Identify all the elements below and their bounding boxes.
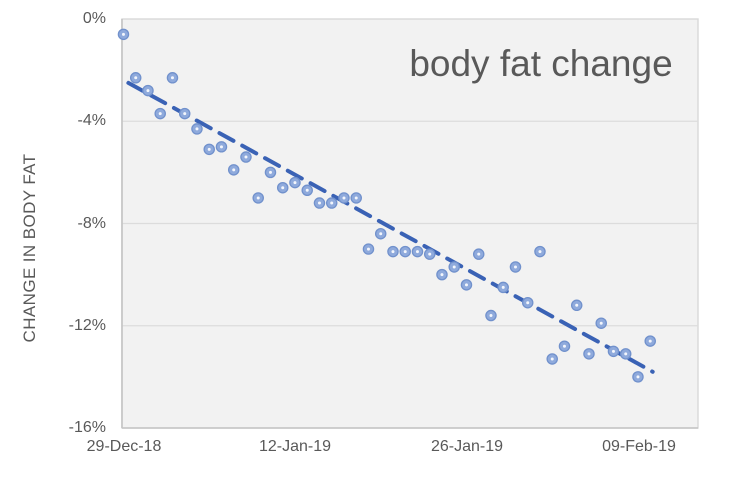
data-point-center-dot bbox=[244, 155, 248, 159]
data-point-center-dot bbox=[293, 181, 297, 185]
y-tick-label-neg8pct: -8% bbox=[77, 215, 106, 232]
data-point-center-dot bbox=[281, 186, 285, 190]
data-point-center-dot bbox=[624, 352, 628, 356]
data-point-center-dot bbox=[134, 76, 138, 80]
data-point-center-dot bbox=[464, 283, 468, 287]
y-tick-label-0pct: 0% bbox=[82, 10, 106, 27]
data-point-center-dot bbox=[562, 344, 566, 348]
data-point-center-dot bbox=[575, 303, 579, 307]
y-tick-label-neg4pct: -4% bbox=[77, 112, 106, 129]
data-point-center-dot bbox=[305, 188, 309, 192]
data-point-center-dot bbox=[121, 32, 125, 36]
data-point-center-dot bbox=[526, 301, 530, 305]
data-point-center-dot bbox=[342, 196, 346, 200]
data-point-center-dot bbox=[611, 349, 615, 353]
data-point-center-dot bbox=[195, 127, 199, 131]
y-tick-label-neg12pct: -12% bbox=[68, 317, 106, 334]
y-axis-title: CHANGE IN BODY FAT bbox=[20, 153, 39, 343]
data-point-center-dot bbox=[513, 265, 517, 269]
data-point-center-dot bbox=[587, 352, 591, 356]
data-point-center-dot bbox=[428, 252, 432, 256]
data-point-center-dot bbox=[366, 247, 370, 251]
data-point-center-dot bbox=[183, 112, 187, 116]
y-tick-label-neg16pct: -16% bbox=[68, 419, 106, 436]
data-point-center-dot bbox=[256, 196, 260, 200]
data-point-center-dot bbox=[415, 250, 419, 254]
data-point-center-dot bbox=[403, 250, 407, 254]
data-point-center-dot bbox=[489, 314, 493, 318]
data-point-center-dot bbox=[330, 201, 334, 205]
data-point-center-dot bbox=[146, 89, 150, 93]
trendline bbox=[126, 80, 655, 374]
x-tick-label-26jan19: 26-Jan-19 bbox=[430, 438, 504, 455]
data-point-center-dot bbox=[379, 232, 383, 236]
data-point-center-dot bbox=[501, 285, 505, 289]
data-point-center-dot bbox=[232, 168, 236, 172]
data-point-center-dot bbox=[354, 196, 358, 200]
data-point-center-dot bbox=[170, 76, 174, 80]
data-point-center-dot bbox=[391, 250, 395, 254]
data-point-center-dot bbox=[440, 273, 444, 277]
data-point-center-dot bbox=[550, 357, 554, 361]
data-point-center-dot bbox=[477, 252, 481, 256]
chart-title: body fat change bbox=[409, 43, 673, 84]
data-point-center-dot bbox=[636, 375, 640, 379]
data-point-center-dot bbox=[599, 321, 603, 325]
data-point-center-dot bbox=[648, 339, 652, 343]
data-point-center-dot bbox=[317, 201, 321, 205]
x-tick-label-12jan19: 12-Jan-19 bbox=[258, 438, 332, 455]
data-point-center-dot bbox=[452, 265, 456, 269]
data-point-center-dot bbox=[207, 147, 211, 151]
x-tick-label-09feb19: 09-Feb-19 bbox=[602, 438, 676, 455]
data-point-center-dot bbox=[268, 170, 272, 174]
x-tick-label-29dec18: 29-Dec-18 bbox=[86, 438, 162, 455]
data-point-center-dot bbox=[158, 112, 162, 116]
data-point-center-dot bbox=[219, 145, 223, 149]
data-point-center-dot bbox=[538, 250, 542, 254]
